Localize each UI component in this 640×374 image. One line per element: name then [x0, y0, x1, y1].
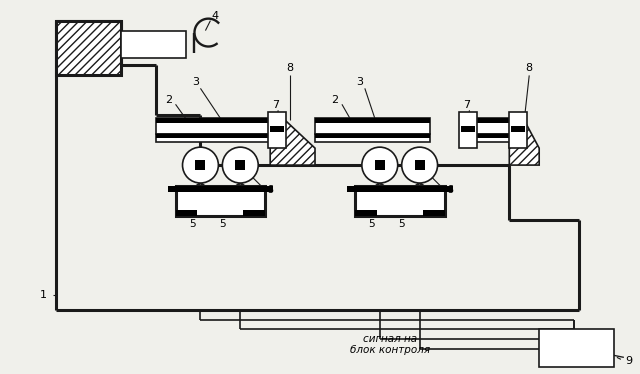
Text: 1: 1: [40, 289, 47, 300]
Text: 2: 2: [332, 95, 339, 105]
Bar: [465, 134, 515, 138]
Text: 5: 5: [219, 219, 226, 229]
Bar: [156, 118, 270, 134]
Bar: [270, 126, 284, 132]
Bar: [268, 112, 286, 148]
Bar: [315, 134, 429, 138]
Bar: [465, 134, 515, 142]
Text: 5: 5: [369, 219, 375, 229]
Bar: [168, 186, 273, 192]
Text: 8: 8: [525, 64, 532, 73]
Text: 7: 7: [463, 100, 470, 110]
Bar: [121, 31, 186, 58]
Circle shape: [362, 147, 397, 183]
Bar: [315, 134, 429, 142]
Bar: [347, 186, 452, 192]
Bar: [156, 118, 270, 123]
Bar: [415, 160, 424, 170]
Bar: [460, 112, 477, 148]
Bar: [156, 134, 270, 142]
Bar: [175, 210, 198, 216]
Circle shape: [402, 147, 438, 183]
Bar: [465, 118, 515, 134]
Text: 3: 3: [356, 77, 364, 88]
Bar: [175, 186, 265, 216]
Bar: [355, 186, 445, 216]
Text: 5: 5: [189, 219, 196, 229]
Circle shape: [182, 147, 218, 183]
Text: 4: 4: [212, 10, 219, 21]
Text: 2: 2: [165, 95, 172, 105]
Bar: [461, 126, 476, 132]
Bar: [243, 210, 265, 216]
Text: 6: 6: [267, 185, 274, 195]
Bar: [315, 118, 429, 134]
Bar: [511, 126, 525, 132]
Text: 6: 6: [446, 185, 453, 195]
Text: 3: 3: [192, 77, 199, 88]
Bar: [156, 134, 270, 138]
Bar: [195, 160, 205, 170]
Text: 5: 5: [398, 219, 405, 229]
Bar: [539, 329, 614, 367]
Bar: [355, 210, 377, 216]
Text: 7: 7: [271, 100, 279, 110]
Bar: [315, 118, 429, 123]
Text: 9: 9: [625, 356, 632, 367]
Polygon shape: [509, 120, 539, 165]
Polygon shape: [270, 120, 315, 165]
Circle shape: [222, 147, 258, 183]
Bar: [375, 160, 385, 170]
Bar: [509, 112, 527, 148]
Text: сигнал на
блок контроля: сигнал на блок контроля: [349, 334, 430, 355]
Bar: [56, 21, 121, 76]
Text: 8: 8: [287, 64, 294, 73]
Bar: [422, 210, 445, 216]
Bar: [236, 160, 245, 170]
Bar: [465, 118, 515, 123]
